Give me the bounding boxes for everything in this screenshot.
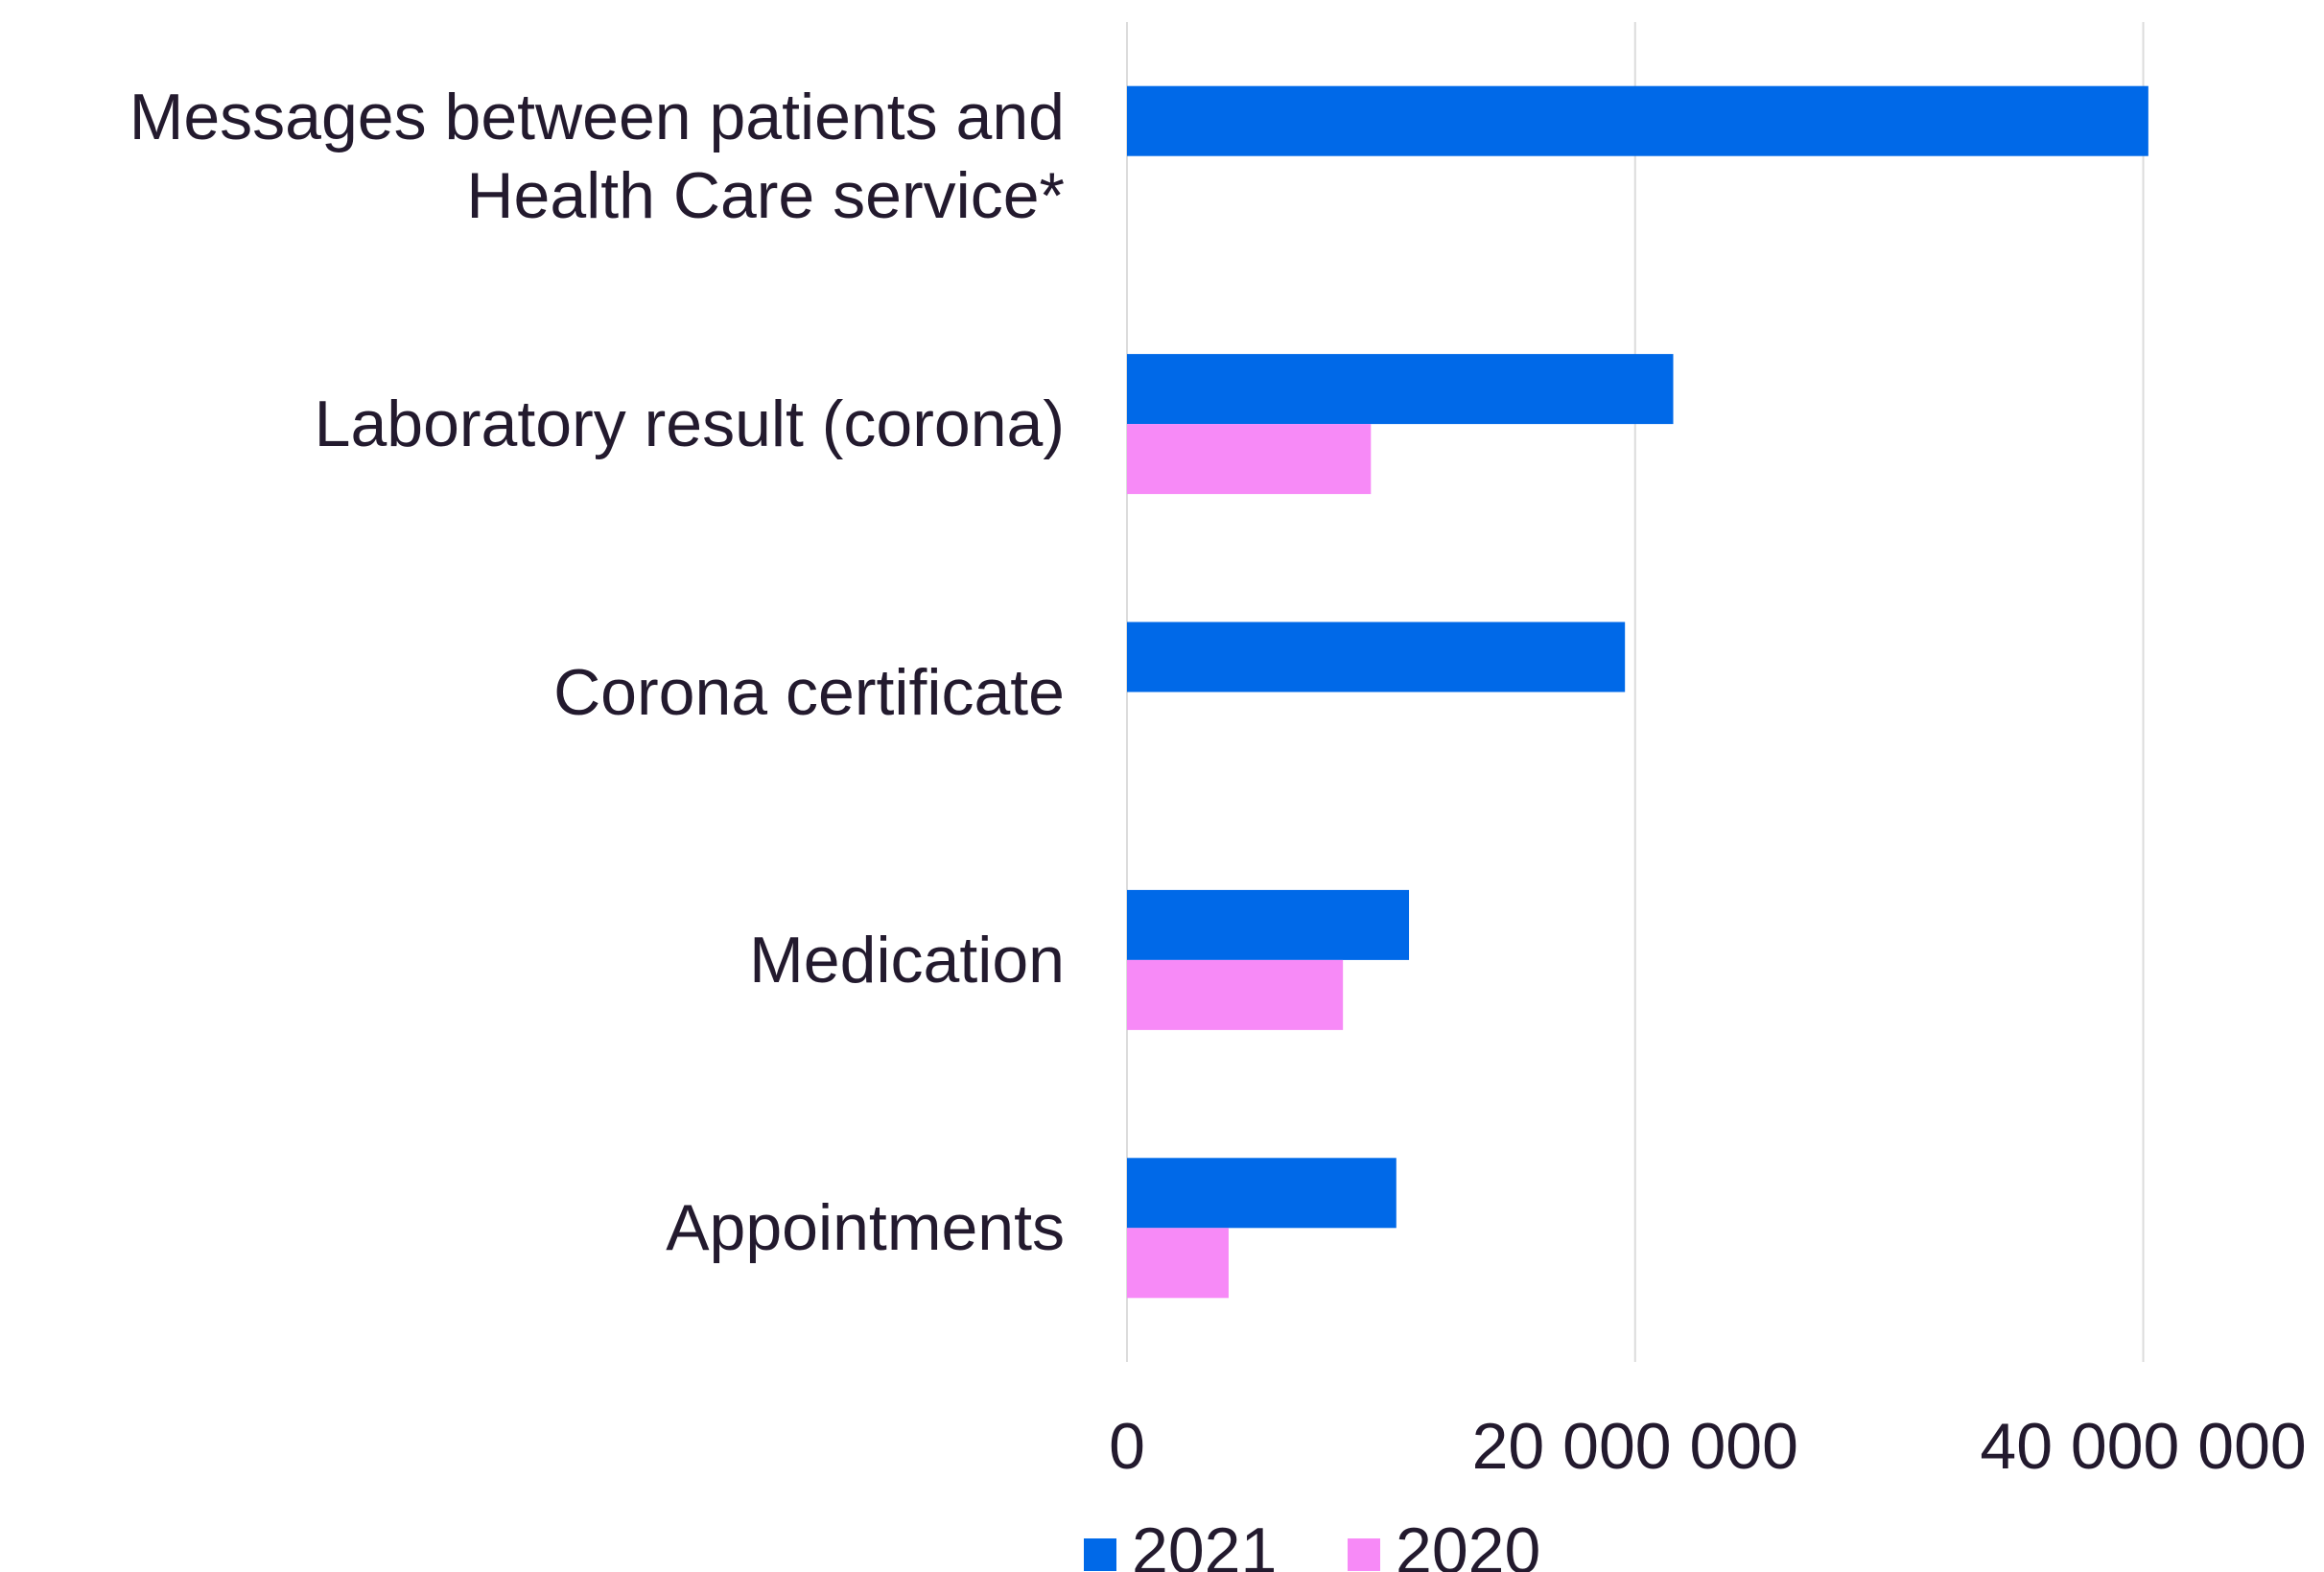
bar [1127, 959, 1344, 1030]
bar [1127, 85, 2148, 156]
y-tick-label: Laboratory result (corona) [314, 387, 1065, 461]
legend-label: 2020 [1396, 1514, 1540, 1572]
y-tick-label: Messages between patients and Health Car… [129, 80, 1065, 232]
x-tick-label: 40 000 000 [1980, 1410, 2306, 1483]
x-tick-label: 20 000 000 [1472, 1410, 1798, 1483]
y-tick-label: Appointments [666, 1191, 1065, 1265]
bar [1127, 424, 1372, 495]
bar [1127, 1158, 1397, 1229]
bar [1127, 889, 1410, 960]
legend-swatch [1084, 1538, 1116, 1571]
bar [1127, 354, 1674, 425]
x-tick-label: 0 [1109, 1410, 1145, 1483]
bar [1127, 622, 1626, 692]
legend-label: 2021 [1132, 1514, 1277, 1572]
legend-swatch [1348, 1538, 1380, 1571]
y-tick-label: Medication [749, 923, 1065, 997]
bar [1127, 1228, 1229, 1299]
y-tick-label: Corona certificate [553, 655, 1065, 729]
